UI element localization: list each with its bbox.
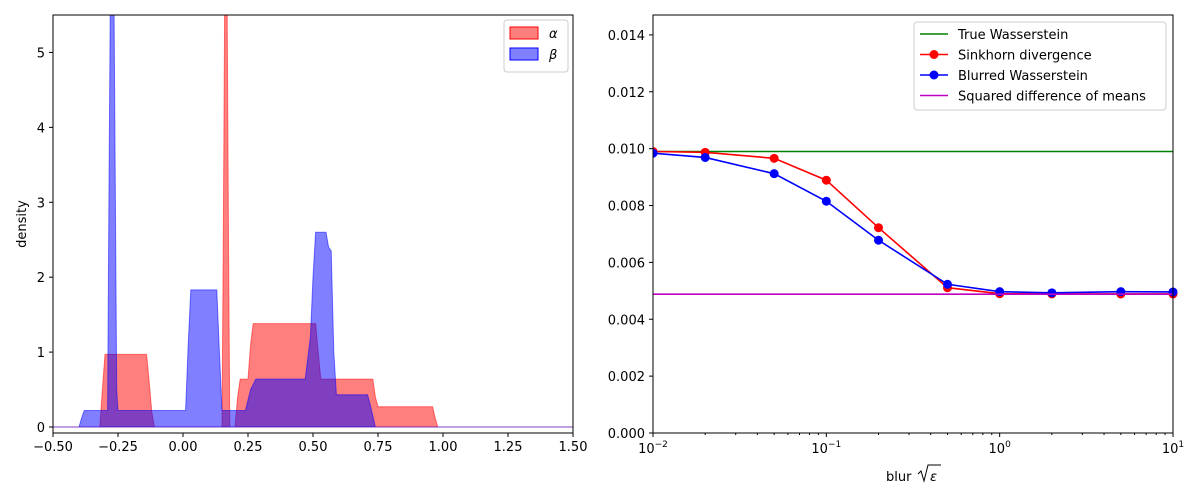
density-y-ticks: 0 1 2 3 4 5 xyxy=(37,46,53,436)
divergence-x-axis-label: blur ε xyxy=(886,464,941,485)
y-tick-label: 0.008 xyxy=(608,200,645,215)
data-point-blurred-wasserstein xyxy=(653,148,658,158)
y-tick-label: 0.002 xyxy=(608,370,645,385)
y-tick-label: 2 xyxy=(37,271,45,286)
divergence-plot-frame xyxy=(652,14,1174,434)
legend-label-beta: β xyxy=(548,48,557,63)
x-tick-label: −0.25 xyxy=(98,440,138,455)
series-line-blurred-wasserstein xyxy=(653,152,1174,294)
divergence-legend: True Wasserstein Sinkhorn divergence Blurr… xyxy=(913,21,1167,111)
sqrt-radical-icon xyxy=(917,464,941,483)
y-tick-label: 0.004 xyxy=(608,313,645,328)
data-point-blurred-wasserstein xyxy=(769,169,779,179)
legend-marker-sinkhorn-divergence xyxy=(929,50,939,59)
divergence-series xyxy=(653,146,1178,299)
y-tick-label: 0.012 xyxy=(608,86,645,101)
density-area-beta xyxy=(53,15,573,428)
divergence-legend-box xyxy=(913,21,1167,111)
density-y-axis-label: density xyxy=(15,200,30,248)
y-tick-label: 3 xyxy=(37,196,45,211)
x-tick-label: 1.25 xyxy=(494,440,523,455)
y-tick-label: 0.014 xyxy=(608,29,645,44)
data-point-sinkhorn-divergence xyxy=(821,175,831,185)
y-tick-label: 1 xyxy=(37,346,45,361)
data-point-blurred-wasserstein xyxy=(1047,288,1057,298)
x-axis-label-epsilon: ε xyxy=(930,470,937,485)
density-legend: α β xyxy=(503,19,569,73)
data-point-blurred-wasserstein xyxy=(821,196,831,206)
y-tick-label: 4 xyxy=(37,121,45,136)
x-tick-label: 0.00 xyxy=(169,440,198,455)
x-tick-label: −0.50 xyxy=(33,440,73,455)
divergence-plot: 10−2 10−1 100 101 0.0000.0020.0040.0060.008… xyxy=(608,14,1184,485)
y-tick-label: 0 xyxy=(37,421,45,436)
density-plot: −0.50 −0.25 0.00 0.25 0.50 0.75 1.00 1.25 1.50 0… xyxy=(15,14,587,455)
x-tick-label: 0.25 xyxy=(234,440,263,455)
x-tick-label: 1.00 xyxy=(429,440,458,455)
y-tick-label: 0.000 xyxy=(608,427,645,442)
legend-label-blurred-wasserstein: Blurred Wasserstein xyxy=(958,69,1088,84)
legend-marker-blurred-wasserstein xyxy=(929,70,939,80)
y-tick-label: 5 xyxy=(37,46,45,61)
legend-label-sinkhorn-divergence: Sinkhorn divergence xyxy=(958,49,1092,64)
data-point-blurred-wasserstein xyxy=(942,279,952,289)
data-point-sinkhorn-divergence xyxy=(769,153,779,163)
legend-swatch-beta xyxy=(509,47,539,61)
x-tick-label: 1.50 xyxy=(559,440,588,455)
legend-label-squared-difference-of-means: Squared difference of means xyxy=(958,90,1146,105)
data-point-sinkhorn-divergence xyxy=(874,223,884,233)
y-tick-label: 0.010 xyxy=(608,143,645,158)
density-areas xyxy=(53,15,573,428)
legend-label-alpha: α xyxy=(549,27,558,42)
x-axis-label-text: blur xyxy=(886,470,912,485)
data-point-blurred-wasserstein xyxy=(874,235,884,245)
data-point-blurred-wasserstein xyxy=(700,152,710,162)
legend-swatch-alpha xyxy=(509,26,539,40)
x-tick-label: 0.75 xyxy=(364,440,393,455)
legend-label-true-wasserstein: True Wasserstein xyxy=(957,28,1068,43)
y-tick-label: 0.006 xyxy=(608,256,645,271)
x-tick-label: 0.50 xyxy=(299,440,328,455)
divergence-y-ticks: 0.000 0.002 0.004 0.006 0.008 0.010 0.012 0.014 xyxy=(608,29,653,442)
density-x-ticks: −0.50 −0.25 0.00 0.25 0.50 0.75 1.00 1.25 1.50 xyxy=(33,433,587,455)
